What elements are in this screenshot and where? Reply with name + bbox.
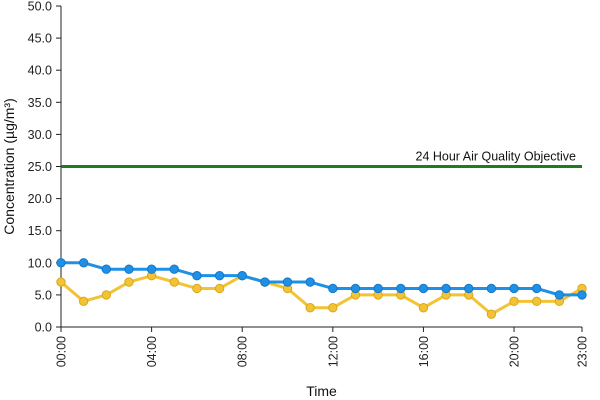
- x-tick-label: 23:00: [576, 336, 590, 367]
- y-axis-ticks: 0.0 5.0 10.0 15.0 20.0 25.0 30.0 35.0 40.0 45.0 50…: [28, 0, 61, 335]
- x-tick-label: 00:00: [55, 336, 69, 367]
- series-layer: [56, 258, 587, 319]
- y-tick-label: 15.0: [28, 224, 52, 238]
- series-2-point: [56, 277, 66, 287]
- x-axis-title: Time: [306, 383, 337, 399]
- series-2-point: [328, 303, 338, 313]
- x-axis-ticks: 00:00 04:00 08:00 12:00 16:00 20:00 23:00: [55, 327, 590, 367]
- series-1-point: [577, 290, 587, 300]
- series-2-point: [509, 296, 519, 307]
- series-2-point: [169, 277, 179, 287]
- series-1-point: [101, 264, 112, 274]
- series-1-point: [282, 277, 293, 287]
- reference-line-group: 24 Hour Air Quality Objective: [61, 150, 582, 168]
- x-tick-label: 04:00: [145, 336, 159, 367]
- x-tick-label: 08:00: [236, 336, 250, 367]
- series-1-point: [373, 283, 383, 294]
- air-quality-objective-label: 24 Hour Air Quality Objective: [416, 150, 577, 164]
- series-1-point: [418, 283, 429, 294]
- series-1-point: [237, 270, 247, 281]
- y-tick-label: 30.0: [28, 128, 52, 142]
- series-2-point: [418, 303, 429, 313]
- series-1-point: [350, 283, 361, 294]
- series-2-point: [101, 290, 112, 300]
- series-1-point: [146, 264, 157, 274]
- series-1-point: [441, 283, 451, 294]
- series-2-point: [192, 283, 202, 294]
- series-1-point: [214, 270, 225, 281]
- y-tick-label: 40.0: [28, 64, 52, 78]
- series-1-point: [169, 264, 179, 274]
- series-1-point: [260, 277, 270, 287]
- y-tick-label: 25.0: [28, 160, 52, 174]
- series-2-point: [531, 296, 542, 307]
- y-tick-label: 50.0: [28, 0, 52, 14]
- series-1-point: [554, 290, 565, 300]
- series-2-point: [486, 309, 497, 319]
- series-2-point: [214, 283, 225, 294]
- series-1-point: [509, 283, 519, 294]
- x-tick-label: 16:00: [417, 336, 431, 367]
- y-tick-label: 10.0: [28, 256, 52, 270]
- series-2-point: [124, 277, 134, 287]
- series-1-point: [56, 258, 66, 268]
- series-2-point: [305, 303, 315, 313]
- series-2-point: [78, 296, 89, 307]
- y-axis-title: Concentration (µg/m³): [1, 98, 17, 234]
- series-1-point: [531, 283, 542, 294]
- series-1-point: [464, 283, 474, 294]
- x-tick-label: 12:00: [326, 336, 340, 367]
- series-1-point: [328, 283, 338, 294]
- series-1-point: [78, 258, 89, 268]
- y-tick-label: 5.0: [35, 288, 52, 302]
- series-1: [56, 258, 587, 300]
- y-tick-label: 35.0: [28, 96, 52, 110]
- series-2: [56, 270, 587, 319]
- y-tick-label: 0.0: [35, 321, 52, 335]
- y-tick-label: 20.0: [28, 192, 52, 206]
- series-1-point: [124, 264, 134, 274]
- series-1-point: [396, 283, 406, 294]
- y-tick-label: 45.0: [28, 32, 52, 46]
- series-1-point: [305, 277, 315, 287]
- series-2-line: [60, 274, 583, 316]
- x-tick-label: 20:00: [508, 336, 522, 367]
- series-1-point: [192, 270, 202, 281]
- series-1-point: [486, 283, 497, 294]
